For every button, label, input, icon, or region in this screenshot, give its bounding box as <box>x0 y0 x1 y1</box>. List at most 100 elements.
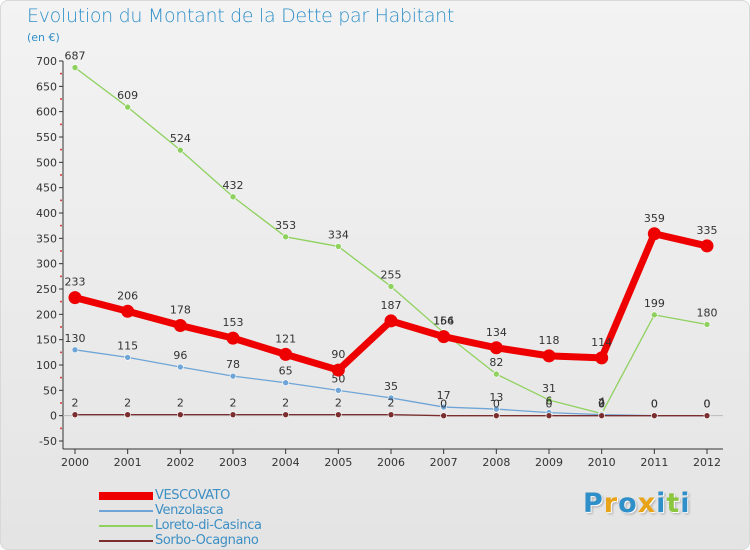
data-label-sorbo-ocagnano: 0 <box>546 398 553 411</box>
data-label-sorbo-ocagnano: 0 <box>704 398 711 411</box>
x-tick-label: 2012 <box>693 456 721 469</box>
data-label-vescovato: 153 <box>223 316 244 329</box>
data-point-loreto-di-casinca <box>177 146 184 154</box>
y-tick-label: 300 <box>36 258 57 271</box>
data-label-vescovato: 178 <box>170 303 191 316</box>
y-tick-label: 100 <box>36 359 57 372</box>
data-point-loreto-di-casinca <box>545 396 553 404</box>
y-minor-tick <box>60 174 62 176</box>
data-label-loreto-di-casinca: 199 <box>644 297 665 310</box>
x-tick-label: 2007 <box>430 456 458 469</box>
data-label-loreto-di-casinca: 609 <box>117 89 138 102</box>
data-label-sorbo-ocagnano: 0 <box>440 398 447 411</box>
data-label-vescovato: 134 <box>486 326 507 339</box>
data-point-vescovato <box>121 304 135 318</box>
data-label-sorbo-ocagnano: 2 <box>124 397 131 410</box>
data-label-sorbo-ocagnano: 0 <box>493 398 500 411</box>
x-tick-label: 2006 <box>377 456 405 469</box>
data-point-venzolasca <box>493 405 500 413</box>
y-minor-tick <box>60 275 62 278</box>
series-line-loreto-di-casinca <box>74 66 708 415</box>
data-point-venzolasca <box>440 403 447 411</box>
data-label-venzolasca: 2 <box>598 397 605 410</box>
data-label-vescovato: 335 <box>697 224 718 237</box>
data-point-sorbo-ocagnano <box>124 411 131 418</box>
logo-letter: i <box>656 488 667 519</box>
legend-swatch <box>99 524 153 527</box>
y-tick-label: 200 <box>36 308 57 321</box>
data-label-loreto-di-casinca: 353 <box>275 219 296 232</box>
data-label-venzolasca: 13 <box>489 391 503 404</box>
logo-letter: o <box>618 488 638 519</box>
legend-item: VESCOVATO <box>99 488 349 503</box>
y-tick-label: 650 <box>36 80 57 93</box>
y-tick-label: 350 <box>36 232 57 245</box>
data-point-sorbo-ocagnano <box>229 411 237 418</box>
y-minor-tick <box>60 98 62 100</box>
data-label-vescovato: 156 <box>433 315 454 328</box>
data-point-sorbo-ocagnano <box>177 411 184 418</box>
x-tick-label: 2009 <box>535 456 563 469</box>
y-tick-label: 500 <box>36 156 57 169</box>
data-point-sorbo-ocagnano <box>493 412 500 419</box>
data-point-loreto-di-casinca <box>71 64 79 71</box>
data-point-sorbo-ocagnano <box>71 411 79 418</box>
data-label-loreto-di-casinca: 4 <box>598 396 605 409</box>
legend-swatch <box>99 509 153 512</box>
y-minor-tick <box>60 351 62 354</box>
data-point-vescovato <box>173 318 187 332</box>
y-minor-tick <box>60 326 62 328</box>
y-tick-label: 450 <box>36 182 57 195</box>
data-point-vescovato <box>542 349 556 363</box>
data-point-venzolasca <box>177 363 184 371</box>
data-point-vescovato <box>279 347 293 361</box>
data-label-venzolasca: 115 <box>117 339 138 352</box>
data-label-loreto-di-casinca: 31 <box>542 382 556 395</box>
chart-title: Evolution du Montant de la Dette par Hab… <box>27 5 455 27</box>
y-minor-tick <box>60 72 62 75</box>
data-label-vescovato: 206 <box>117 289 138 302</box>
data-label-sorbo-ocagnano: 0 <box>598 398 605 411</box>
legend-label: Venzolasca <box>155 503 224 518</box>
x-tick-label: 2000 <box>61 456 89 469</box>
x-tick-label: 2011 <box>640 456 668 469</box>
data-point-sorbo-ocagnano <box>282 411 289 418</box>
data-label-venzolasca: 0 <box>651 398 658 411</box>
data-label-vescovato: 233 <box>65 276 86 289</box>
y-minor-tick <box>60 199 62 202</box>
legend-item: Venzolasca <box>99 503 349 518</box>
legend-label: Loreto-di-Casinca <box>155 518 262 533</box>
data-label-vescovato: 118 <box>539 334 560 347</box>
data-label-loreto-di-casinca: 334 <box>328 228 349 241</box>
data-label-loreto-di-casinca: 687 <box>65 50 86 63</box>
y-minor-tick <box>60 224 62 227</box>
data-label-venzolasca: 35 <box>384 380 398 393</box>
legend-item: Sorbo-Ocagnano <box>99 533 349 548</box>
y-tick-label: 550 <box>36 131 57 144</box>
logo-letter: x <box>637 488 657 519</box>
data-point-vescovato <box>226 331 240 345</box>
data-point-sorbo-ocagnano <box>598 412 605 419</box>
data-label-venzolasca: 17 <box>437 389 451 402</box>
data-label-loreto-di-casinca: 432 <box>223 179 244 192</box>
legend-label: VESCOVATO <box>155 488 230 503</box>
y-tick-label: 700 <box>36 55 57 68</box>
x-tick-label: 2003 <box>219 456 247 469</box>
data-label-vescovato: 359 <box>644 212 665 225</box>
data-point-vescovato <box>331 363 345 377</box>
data-label-loreto-di-casinca: 180 <box>697 306 718 319</box>
data-label-sorbo-ocagnano: 2 <box>177 397 184 410</box>
data-point-sorbo-ocagnano <box>545 412 553 419</box>
data-label-venzolasca: 0 <box>704 398 711 411</box>
data-label-loreto-di-casinca: 255 <box>381 268 402 281</box>
data-point-venzolasca <box>71 346 79 354</box>
logo-letter: r <box>603 488 619 519</box>
chart-unit-label: (en €) <box>27 31 60 44</box>
legend-label: Sorbo-Ocagnano <box>155 533 259 548</box>
data-label-venzolasca: 96 <box>173 349 187 362</box>
data-point-sorbo-ocagnano <box>387 411 395 418</box>
data-label-vescovato: 121 <box>275 332 296 345</box>
legend-item: Loreto-di-Casinca <box>99 518 349 533</box>
